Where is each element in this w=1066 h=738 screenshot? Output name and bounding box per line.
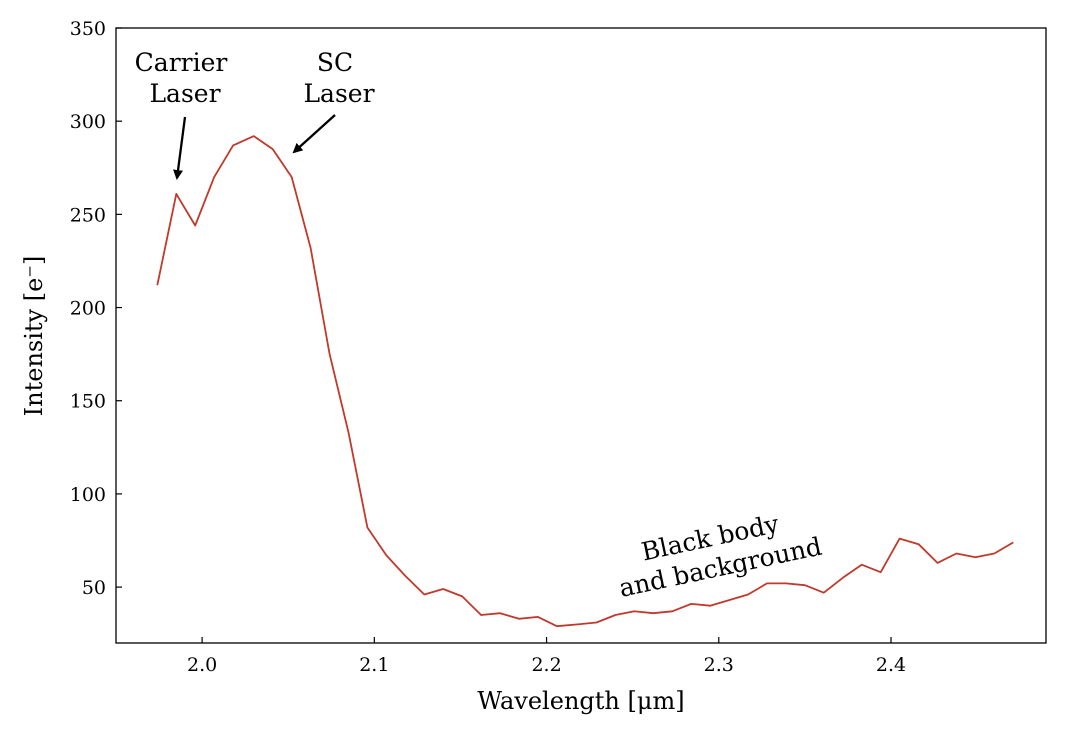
- ticks: 2.0 2.1 2.2 2.3 2.4 50 100 150 200 250 300 350: [70, 18, 906, 676]
- x-tick-label: 2.4: [876, 654, 906, 676]
- annotation-sc-line-2: Laser: [303, 79, 374, 108]
- series: [156, 135, 1014, 628]
- annotation-sc-laser: SC Laser: [303, 48, 374, 108]
- y-tick-label: 100: [70, 484, 106, 506]
- x-axis-label: Wavelength [μm]: [477, 687, 684, 715]
- y-tick-label: 300: [70, 111, 106, 133]
- y-tick-label: 250: [70, 204, 106, 226]
- annotation-carrier-laser: Carrier Laser: [135, 48, 236, 108]
- x-tick-label: 2.2: [531, 654, 561, 676]
- x-tick-label: 2.0: [187, 654, 217, 676]
- plot-area: [116, 28, 1046, 643]
- y-tick-label: 50: [82, 577, 106, 599]
- y-tick-label: 200: [70, 298, 106, 320]
- x-tick-label: 2.3: [704, 654, 734, 676]
- annotation-sc-line-1: SC: [317, 48, 353, 77]
- arrow-sc-laser: [292, 114, 336, 154]
- x-tick-label: 2.1: [359, 654, 389, 676]
- y-tick-label: 350: [70, 18, 106, 40]
- annotation-carrier-line-2: Laser: [149, 79, 220, 108]
- plot-frame: [115, 27, 1047, 644]
- y-axis-label: Intensity [e⁻]: [20, 256, 48, 417]
- y-tick-label: 150: [70, 391, 106, 413]
- series-line-spectrum: [156, 135, 1014, 628]
- arrow-carrier-laser: [173, 116, 187, 180]
- annotation-carrier-line-1: Carrier: [135, 48, 228, 77]
